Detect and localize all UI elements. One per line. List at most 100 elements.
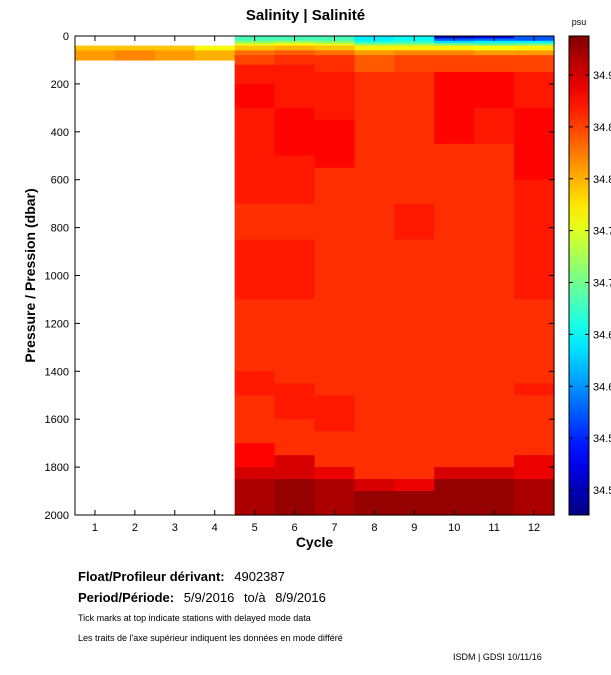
- chart-title: Salinity | Salinité: [245, 7, 366, 24]
- heatmap-cell: [474, 45, 515, 51]
- y-tick-label: 1200: [45, 318, 69, 330]
- heatmap-cell: [314, 467, 356, 480]
- float-id: 4902387: [234, 569, 285, 584]
- heatmap-cell: [434, 107, 475, 145]
- heatmap-cell: [434, 71, 475, 109]
- heatmap-cell: [514, 299, 555, 384]
- heatmap-cell: [394, 43, 435, 47]
- heatmap-cell: [394, 203, 435, 241]
- heatmap-cell: [354, 479, 395, 492]
- heatmap-cell: [474, 55, 515, 73]
- heatmap-cell: [354, 50, 395, 56]
- heatmap-cell: [394, 71, 435, 109]
- colorbar-tick-label: 34.6: [593, 329, 611, 341]
- heatmap-cell: [394, 479, 435, 492]
- colorbar-tick-label: 34.9: [593, 70, 611, 82]
- heatmap-cell: [514, 45, 555, 51]
- heatmap-cell: [234, 143, 276, 205]
- heatmap-cell: [314, 71, 356, 121]
- note-english: Tick marks at top indicate stations with…: [78, 613, 311, 623]
- heatmap-cell: [154, 50, 196, 61]
- heatmap-cell: [234, 467, 276, 480]
- heatmap-cell: [234, 443, 276, 468]
- heatmap-cell: [234, 43, 276, 47]
- colorbar-unit: psu: [572, 17, 587, 27]
- heatmap-cell: [274, 479, 316, 516]
- heatmap-cell: [194, 50, 236, 61]
- credit-line: ISDM | GDSI 10/11/16: [453, 652, 542, 662]
- colorbar-tick-label: 34.5: [593, 433, 611, 445]
- heatmap-cell: [354, 43, 395, 47]
- heatmap-cell: [234, 371, 276, 396]
- heatmap-cell: [434, 467, 475, 480]
- heatmap-cell: [274, 203, 316, 241]
- heatmap-cell: [314, 50, 356, 56]
- y-tick-label: 1600: [45, 414, 69, 426]
- colorbar-tick-label: 34.6: [593, 381, 611, 393]
- colorbar-tick-label: 34.8: [593, 122, 611, 134]
- heatmap-cell: [354, 40, 395, 44]
- x-axis-label: Cycle: [296, 534, 334, 550]
- heatmap-cell: [514, 179, 555, 301]
- heatmap-cell: [274, 107, 316, 157]
- heatmap-cell: [234, 40, 276, 44]
- heatmap-cell: [514, 43, 555, 47]
- x-tick-label: 5: [252, 522, 258, 534]
- x-tick-label: 8: [371, 522, 377, 534]
- heatmap-cell: [514, 455, 555, 480]
- y-tick-label: 600: [51, 175, 69, 187]
- heatmap-cell: [394, 40, 435, 44]
- x-tick-label: 3: [172, 522, 178, 534]
- colorbar-tick-label: 34.7: [593, 226, 611, 238]
- heatmap-cell: [394, 107, 435, 205]
- period-to: to/à: [243, 590, 266, 605]
- y-tick-label: 200: [51, 79, 69, 91]
- note-french: Les traits de l'axe supérieur indiquent …: [78, 633, 343, 643]
- period-end: 8/9/2016: [275, 590, 326, 605]
- heatmap-cell: [234, 479, 276, 516]
- heatmap-cell: [314, 55, 356, 73]
- y-tick-label: 1000: [45, 271, 69, 283]
- colorbar-tick-label: 34.8: [593, 174, 611, 186]
- heatmap-cell: [274, 155, 316, 205]
- heatmap-cell: [274, 45, 316, 51]
- heatmap-cell: [234, 107, 276, 145]
- heatmap-cell: [234, 299, 276, 372]
- y-tick-label: 0: [63, 31, 69, 43]
- heatmap-cell: [234, 395, 276, 444]
- period-label: Period/Période:: [78, 590, 175, 605]
- heatmap-cell: [114, 45, 156, 51]
- x-tick-label: 11: [488, 522, 499, 534]
- y-tick-label: 1800: [45, 462, 69, 474]
- y-tick-label: 800: [51, 223, 69, 235]
- heatmap-cell: [314, 45, 356, 51]
- heatmap-cell: [514, 40, 555, 44]
- heatmap-cell: [514, 479, 555, 516]
- heatmap-cell: [274, 239, 316, 301]
- period-info: Period/Période: 5/9/2016 to/à 8/9/2016: [78, 590, 326, 605]
- heatmap-cell: [314, 431, 356, 468]
- heatmap-cell: [434, 43, 475, 47]
- heatmap-cell: [474, 467, 515, 480]
- x-tick-label: 4: [212, 522, 218, 534]
- heatmap-cell: [474, 50, 515, 56]
- heatmap-cell: [354, 83, 395, 480]
- heatmap-cell: [474, 43, 515, 47]
- heatmap-cell: [194, 45, 236, 51]
- heatmap-cell: [394, 55, 435, 73]
- heatmap-cell: [234, 203, 276, 241]
- heatmap-cell: [434, 55, 475, 73]
- y-tick-label: 400: [51, 127, 69, 139]
- heatmap-cell: [434, 143, 475, 468]
- heatmap-cell: [314, 395, 356, 432]
- heatmap-cell: [314, 479, 356, 516]
- heatmap-cell: [394, 50, 435, 56]
- heatmap-cell: [234, 64, 276, 85]
- heatmap-cell: [314, 167, 356, 396]
- y-axis-label: Pressure / Pression (dbar): [22, 188, 38, 362]
- heatmap-cell: [274, 383, 316, 420]
- x-tick-label: 2: [132, 522, 138, 534]
- heatmap-cell: [274, 419, 316, 456]
- heatmap-cell: [434, 40, 475, 44]
